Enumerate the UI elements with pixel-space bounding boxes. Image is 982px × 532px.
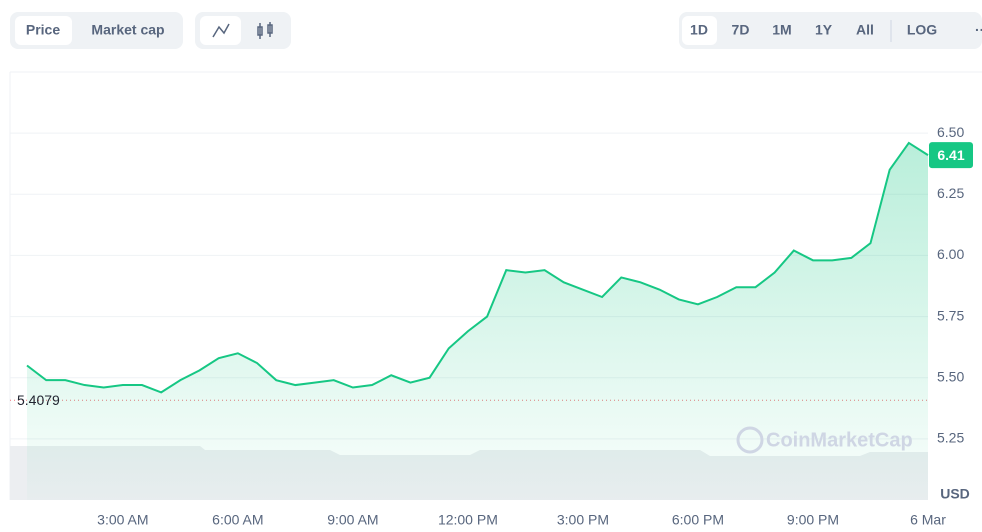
currency-label: USD (940, 486, 970, 502)
line-type-button[interactable] (200, 16, 241, 45)
x-tick-label: 3:00 PM (557, 512, 609, 528)
active-tab (15, 16, 72, 45)
range-button[interactable]: 1M (772, 22, 791, 38)
active-range (682, 16, 717, 45)
y-tick-label: 6.00 (937, 246, 964, 262)
range-tabs (679, 12, 982, 49)
tab-market-cap[interactable]: Market cap (91, 22, 164, 38)
tab-price[interactable]: Price (26, 22, 60, 38)
open-price-label: 5.4079 (17, 392, 60, 408)
current-price-label: 6.41 (937, 147, 964, 163)
y-tick-label: 5.75 (937, 307, 964, 323)
candle-button[interactable] (257, 22, 273, 39)
x-tick-label: 9:00 AM (327, 512, 378, 528)
range-button[interactable]: 1D (690, 22, 708, 38)
more-button[interactable]: ·· (975, 22, 982, 38)
y-tick-label: 5.50 (937, 368, 964, 384)
range-button[interactable]: All (856, 22, 874, 38)
y-tick-label: 6.25 (937, 185, 964, 201)
watermark-logo (736, 426, 764, 454)
x-tick-label: 9:00 PM (787, 512, 839, 528)
y-tick-label: 6.50 (937, 124, 964, 140)
y-tick-label: 5.25 (937, 430, 964, 446)
range-button[interactable]: 7D (732, 22, 750, 38)
watermark: CoinMarketCap (766, 429, 913, 451)
x-tick-label: 6 Mar (910, 512, 946, 528)
log-button[interactable]: LOG (907, 22, 937, 38)
price-area (27, 142, 928, 500)
price-line (26, 141, 929, 394)
x-tick-label: 6:00 PM (672, 512, 724, 528)
line-icon (212, 23, 230, 38)
x-tick-label: 6:00 AM (212, 512, 263, 528)
range-button[interactable]: 1Y (815, 22, 833, 38)
x-tick-label: 3:00 AM (97, 512, 148, 528)
current-price-badge (929, 142, 973, 169)
x-tick-label: 12:00 PM (438, 512, 498, 528)
